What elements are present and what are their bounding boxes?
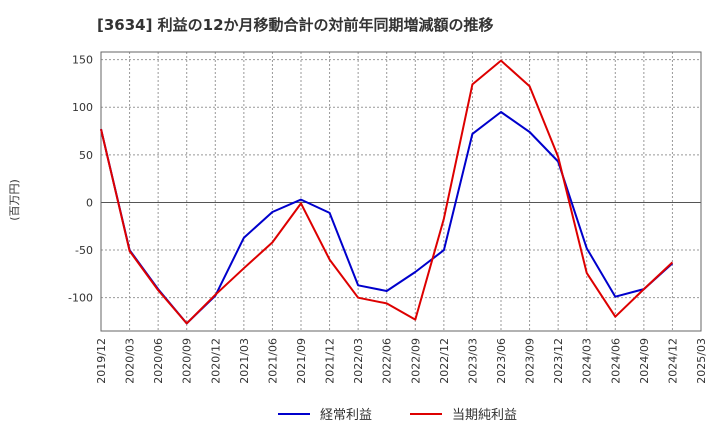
x-tick-label: 2022/03 xyxy=(352,338,365,384)
x-tick-label: 2020/03 xyxy=(124,338,137,384)
x-tick-label: 2021/03 xyxy=(238,338,251,384)
x-tick-label: 2024/12 xyxy=(666,338,679,384)
plot-area xyxy=(101,52,701,331)
x-tick-label: 2024/06 xyxy=(609,338,622,384)
x-tick-label: 2023/06 xyxy=(495,338,508,384)
y-tick-label: 0 xyxy=(86,196,93,209)
y-axis-label: (百万円) xyxy=(8,179,21,221)
x-tick-label: 2024/09 xyxy=(638,338,651,384)
y-tick-label: 150 xyxy=(72,54,93,67)
x-tick-label: 2022/06 xyxy=(381,338,394,384)
legend-label-1: 経常利益 xyxy=(320,408,372,423)
x-tick-label: 2023/09 xyxy=(524,338,537,384)
x-tick-label: 2023/03 xyxy=(466,338,479,384)
x-axis-ticks: 2019/12 2020/03 2020/06 2020/09 2020/12 2021/… xyxy=(95,338,708,384)
y-tick-label: 50 xyxy=(79,149,93,162)
x-tick-label: 2019/12 xyxy=(95,338,108,384)
legend: 経常利益 当期純利益 xyxy=(278,408,517,423)
y-tick-label: -100 xyxy=(68,292,93,305)
y-axis-ticks: 150 100 50 0 -50 -100 xyxy=(68,54,93,305)
x-tick-label: 2020/09 xyxy=(181,338,194,384)
chart-title: [3634] 利益の12か月移動合計の対前年同期増減額の推移 xyxy=(97,16,494,34)
x-tick-label: 2022/12 xyxy=(438,338,451,384)
plot-border xyxy=(100,51,702,332)
legend-label-2: 当期純利益 xyxy=(452,408,517,423)
x-tick-label: 2021/09 xyxy=(295,338,308,384)
series-line-2 xyxy=(100,59,674,325)
x-tick-label: 2023/12 xyxy=(552,338,565,384)
x-tick-label: 2021/12 xyxy=(324,338,337,384)
y-tick-label: 100 xyxy=(72,101,93,114)
x-tick-label: 2020/06 xyxy=(152,338,165,384)
x-tick-label: 2020/12 xyxy=(209,338,222,384)
x-tick-label: 2024/03 xyxy=(581,338,594,384)
plot-background xyxy=(101,52,701,331)
grid-lines xyxy=(100,51,702,332)
x-tick-label: 2022/09 xyxy=(409,338,422,384)
series-lines xyxy=(100,59,674,325)
x-tick-label: 2025/03 xyxy=(695,338,708,384)
x-tick-label: 2021/06 xyxy=(266,338,279,384)
y-tick-label: -50 xyxy=(75,244,93,257)
